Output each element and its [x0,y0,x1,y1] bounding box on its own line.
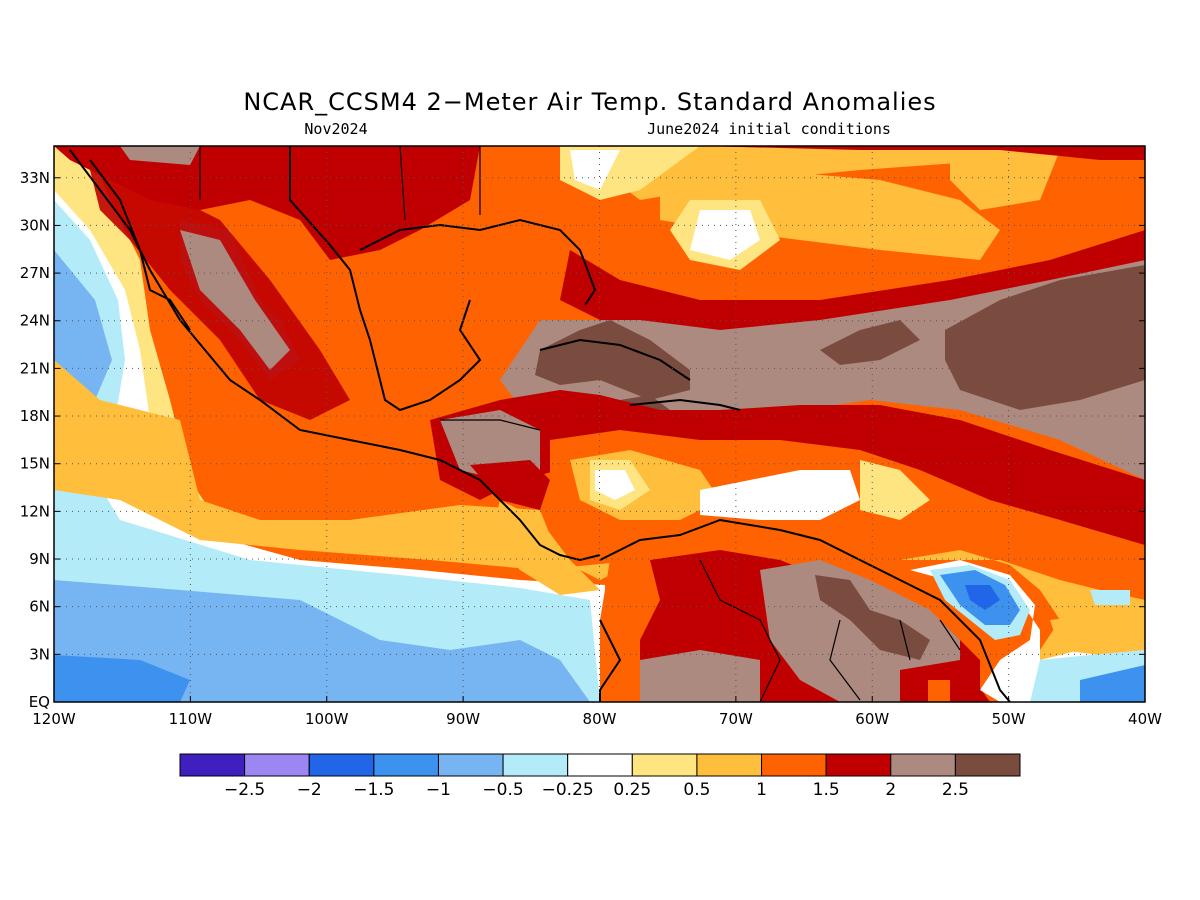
lon-label: 60W [855,710,889,728]
colorbar-swatch [179,753,246,777]
lon-label: 80W [583,710,617,728]
colorbar-swatch [631,753,698,777]
colorbar-swatch [373,753,439,777]
colorbar-swatch [890,753,956,777]
colorbar-label: 2.5 [942,780,969,800]
colorbar-swatch [825,753,892,777]
colorbar-swatch [567,753,633,777]
lat-label: 33N [20,169,50,187]
lat-label: EQ [29,693,50,711]
lat-label: 3N [29,645,50,663]
colorbar-swatch [502,753,569,777]
lon-label: 50W [992,710,1026,728]
colorbar-swatch [437,753,504,777]
lat-label: 12N [20,502,50,520]
lat-label: 6N [29,598,50,616]
colorbar-label: −0.25 [542,780,594,800]
subtitle-left: Nov2024 [304,120,367,138]
lat-label: 21N [20,359,50,377]
lat-label: 30N [20,216,50,234]
colorbar-label: 1 [756,780,767,800]
longitude-labels: 120W 110W 100W 90W 80W 70W 60W 50W 40W [32,696,1162,728]
colorbar-swatch [696,753,763,777]
lat-label: 9N [29,550,50,568]
lon-label: 90W [446,710,480,728]
subtitle-right: June2024 initial conditions [647,120,891,138]
colorbar-label: 1.5 [813,780,840,800]
colorbar-swatch [954,753,1021,777]
latitude-labels: 33N 30N 27N 24N 21N 18N 15N 12N 9N 6N 3N EQ [20,169,1145,711]
lon-label: 120W [32,710,76,728]
colorbar-label: 0.5 [683,780,710,800]
colorbar-label: −1 [426,780,451,800]
lat-label: 27N [20,264,50,282]
colorbar-swatch [244,753,310,777]
lat-label: 18N [20,407,50,425]
anomaly-field [54,146,1145,702]
lon-label: 70W [719,710,753,728]
borders [199,146,961,702]
colorbar-label: −0.5 [482,780,523,800]
colorbar-swatch [308,753,375,777]
lat-label: 15N [20,455,50,473]
colorbar-label: −2.5 [224,780,265,800]
lon-label: 100W [305,710,349,728]
colorbar-label: −1.5 [353,780,394,800]
colorbar-label: −2 [297,780,322,800]
map-title: NCAR_CCSM4 2−Meter Air Temp. Standard An… [243,88,936,116]
colorbar-swatch [761,753,827,777]
lon-label: 40W [1128,710,1162,728]
colorbar-label: 0.25 [613,780,651,800]
colorbar: −2.5 −2 −1.5 −1 −0.5 −0.25 0.25 0.5 1 1.5 2 2.5 [179,753,1021,800]
lat-label: 24N [20,312,50,330]
coastlines [69,146,1011,702]
colorbar-label: 2 [885,780,896,800]
lon-label: 110W [169,710,213,728]
